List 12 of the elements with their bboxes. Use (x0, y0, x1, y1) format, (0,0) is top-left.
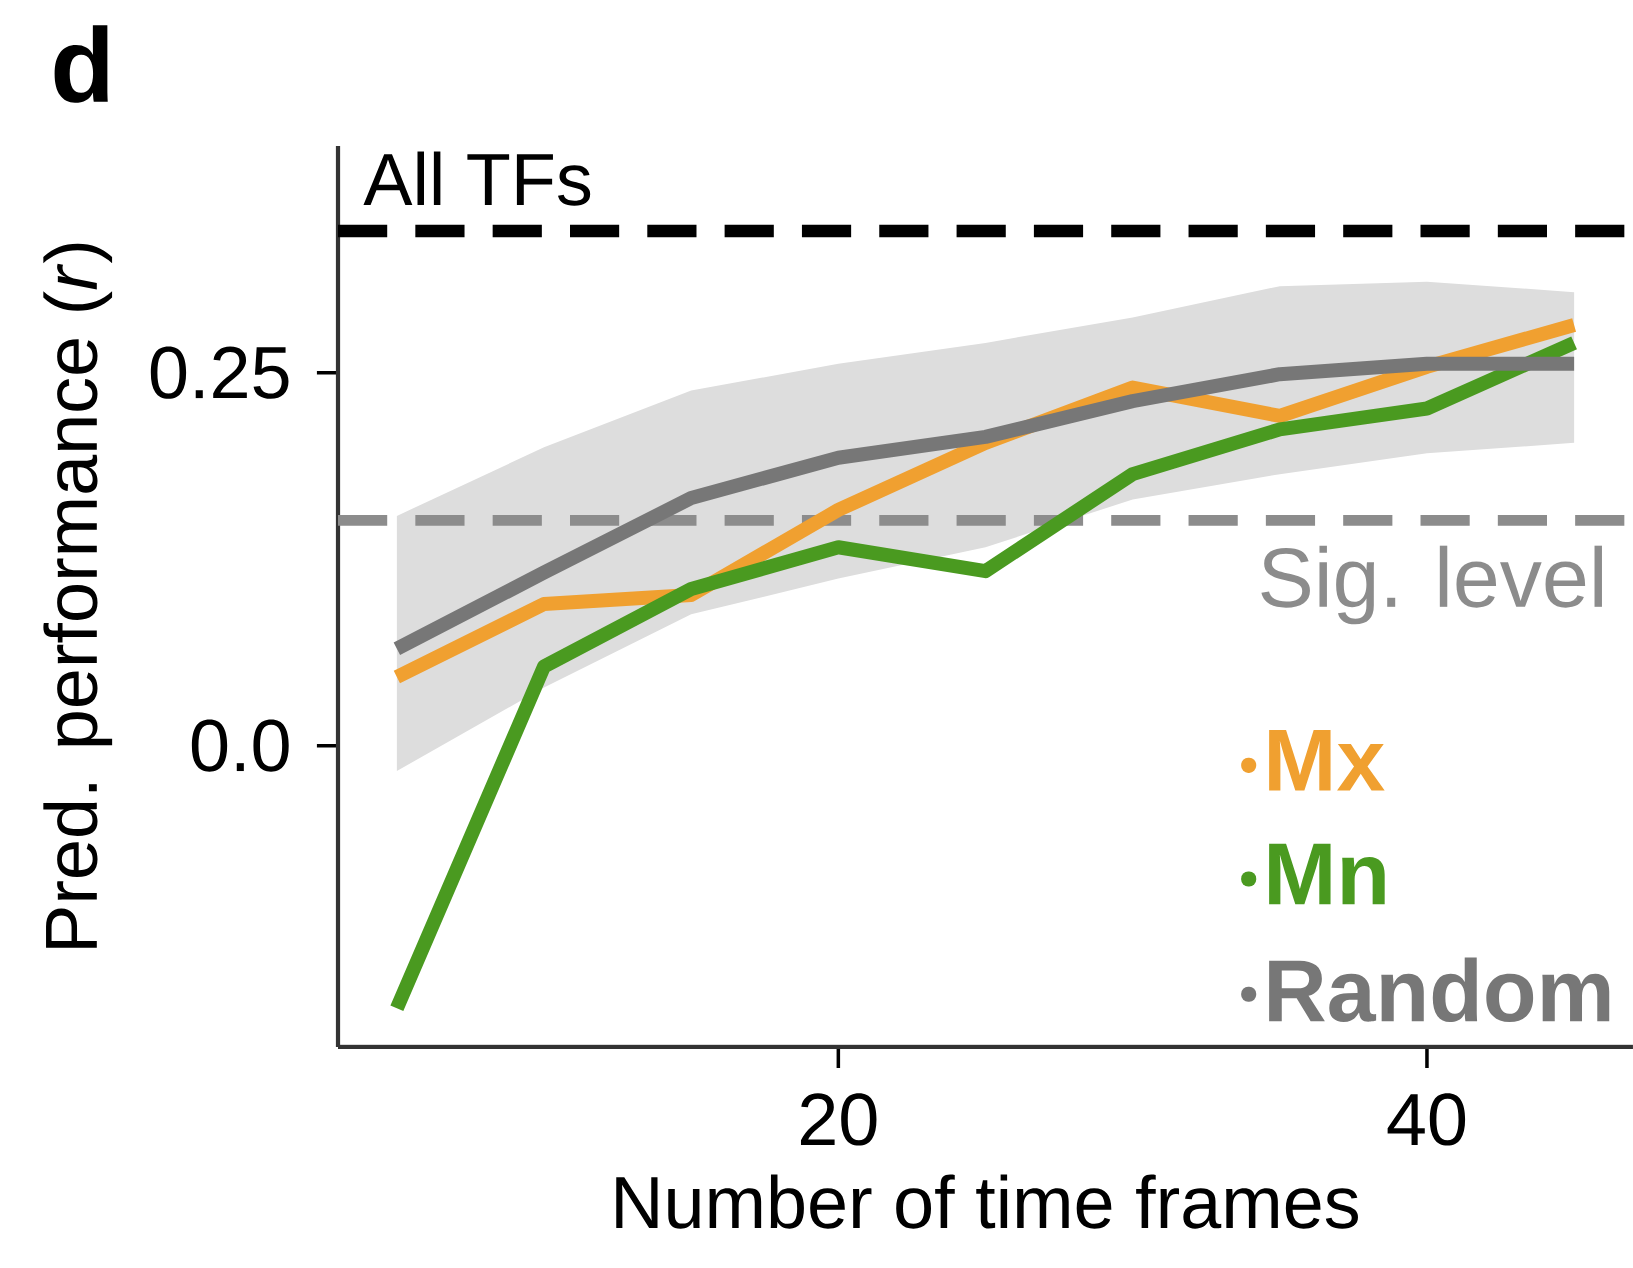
y-tick-label: 0.25 (150, 346, 289, 399)
y-tick-label: 0.0 (191, 719, 289, 772)
x-axis-title: Number of time frames (616, 1174, 1358, 1229)
legend-label: Mx (1269, 730, 1385, 791)
ref-line-label: Sig. level (1261, 545, 1602, 625)
x-tick-label: 40 (1387, 1093, 1466, 1146)
ref-line-label: All TFs (363, 151, 591, 206)
x-tick-label: 20 (800, 1093, 877, 1146)
legend-label: Random (1269, 957, 1610, 1023)
legend-label: Mn (1269, 843, 1385, 905)
y-axis-title: Pred. performance (r) (43, 243, 113, 948)
text: d (54, 25, 108, 103)
